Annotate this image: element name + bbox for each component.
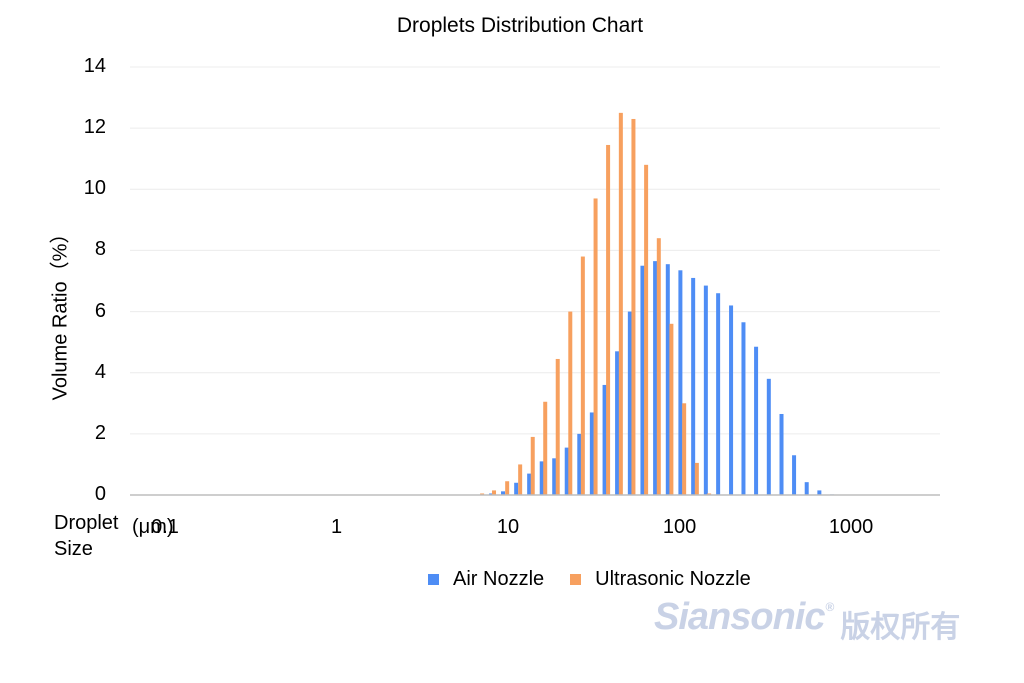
y-tick-label: 14	[83, 55, 106, 77]
bar-air-nozzle	[589, 412, 594, 495]
legend-label-air-nozzle: Air Nozzle	[453, 568, 545, 590]
x-axis-label: Droplet Size	[54, 510, 134, 562]
bar-air-nozzle	[804, 482, 809, 495]
chart-title: Droplets Distribution Chart	[396, 14, 644, 37]
y-tick-label: 10	[83, 177, 106, 200]
bar-ultrasonic-nozzle	[618, 112, 623, 496]
bar-air-nozzle	[678, 270, 683, 495]
watermark-copyright: 版权所有	[840, 611, 961, 644]
y-tick-label: 8	[94, 238, 106, 261]
bar-ultrasonic-nozzle	[518, 464, 523, 495]
x-tick-label: 10	[496, 516, 520, 538]
bar-air-nozzle	[754, 346, 759, 495]
legend-label-ultrasonic-nozzle: Ultrasonic Nozzle	[595, 568, 751, 590]
bar-air-nozzle	[665, 264, 670, 495]
bar-ultrasonic-nozzle	[492, 490, 497, 495]
bar-air-nozzle	[741, 322, 746, 495]
bar-air-nozzle	[527, 473, 532, 495]
bar-ultrasonic-nozzle	[707, 493, 712, 495]
bar-ultrasonic-nozzle	[543, 401, 548, 495]
bar-ultrasonic-nozzle	[606, 144, 611, 495]
legend-item-ultrasonic-nozzle[interactable]: Ultrasonic Nozzle	[570, 568, 751, 591]
legend: Air Nozzle Ultrasonic Nozzle	[428, 568, 777, 591]
bar-ultrasonic-nozzle	[631, 118, 636, 495]
bar-air-nozzle	[792, 455, 797, 495]
bar-air-nozzle	[691, 277, 696, 495]
bar-air-nozzle	[501, 491, 506, 495]
y-tick-label: 6	[94, 299, 106, 322]
watermark-brand: Siansonic	[654, 596, 825, 638]
x-tick-label: 1	[330, 516, 343, 538]
watermark-registered-mark: ®	[825, 600, 835, 614]
bar-ultrasonic-nozzle	[682, 403, 687, 495]
bar-air-nozzle	[729, 305, 734, 495]
bar-air-nozzle	[627, 311, 632, 495]
x-axis-unit: (μm)	[132, 516, 174, 538]
bar-ultrasonic-nozzle	[656, 238, 661, 495]
bar-ultrasonic-nozzle	[644, 164, 649, 495]
bar-air-nozzle	[602, 384, 607, 495]
y-tick-label: 12	[83, 116, 106, 139]
bar-air-nozzle	[703, 285, 708, 495]
x-axis-label-text: Droplet Size	[54, 512, 119, 560]
bar-air-nozzle	[552, 458, 557, 495]
legend-item-air-nozzle[interactable]: Air Nozzle	[428, 568, 544, 591]
x-tick-label: 100	[662, 516, 697, 538]
bar-air-nozzle	[716, 293, 721, 495]
bar-air-nozzle	[539, 461, 544, 495]
bar-air-nozzle	[766, 378, 771, 495]
y-tick-label: 0	[94, 483, 106, 505]
bar-ultrasonic-nozzle	[480, 493, 485, 495]
bar-ultrasonic-nozzle	[580, 256, 585, 495]
bar-ultrasonic-nozzle	[505, 481, 510, 495]
bar-ultrasonic-nozzle	[530, 436, 535, 495]
bar-air-nozzle	[514, 482, 519, 495]
x-tick-label: 1000	[828, 516, 874, 538]
bar-air-nozzle	[779, 413, 784, 495]
watermark: Siansonic ® 版权所有	[654, 596, 960, 646]
bar-air-nozzle	[577, 433, 582, 495]
bar-ultrasonic-nozzle	[555, 358, 560, 495]
bar-air-nozzle	[653, 261, 658, 495]
y-tick-label: 4	[94, 360, 106, 383]
y-tick-label: 2	[94, 421, 106, 444]
bar-ultrasonic-nozzle	[568, 311, 573, 495]
bar-air-nozzle	[564, 447, 569, 495]
bar-ultrasonic-nozzle	[669, 323, 674, 495]
bar-ultrasonic-nozzle	[694, 462, 699, 495]
bar-ultrasonic-nozzle	[593, 198, 598, 495]
legend-swatch-air-nozzle	[428, 574, 439, 585]
bar-air-nozzle	[489, 493, 494, 495]
bar-air-nozzle	[640, 265, 645, 495]
x-tick-label: 0.1	[151, 516, 179, 538]
legend-swatch-ultrasonic-nozzle	[570, 574, 582, 585]
bar-air-nozzle	[615, 351, 620, 495]
bar-air-nozzle	[817, 490, 822, 495]
